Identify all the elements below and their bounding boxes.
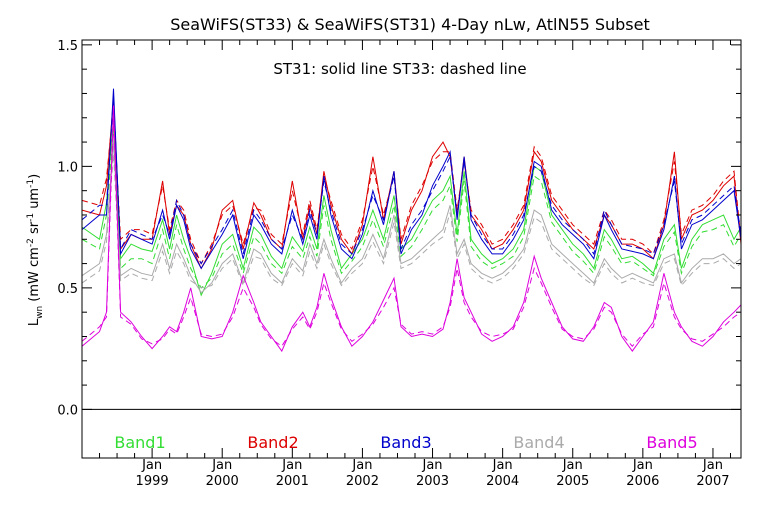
x-tick-month: Jan <box>351 458 372 473</box>
legend-band4: Band4 <box>513 433 564 452</box>
y-tick-label: 0.0 <box>57 403 78 418</box>
legend: Band1 Band2 Band3 Band4 Band5 <box>114 433 697 452</box>
x-tick-month: Jan <box>422 458 443 473</box>
band5-dashed-line <box>81 117 742 347</box>
y-axis-label: Lwn (mW cm-2 sr-1 um-1) <box>26 174 45 326</box>
band2-dashed-line <box>81 105 742 265</box>
x-tick-year: 2002 <box>346 474 379 489</box>
series-layer <box>81 88 742 353</box>
band3-dashed-line <box>81 98 742 265</box>
axes-layer: 0.00.51.01.5Jan1999Jan2000Jan2001Jan2002… <box>57 39 742 489</box>
x-tick-month: Jan <box>492 458 513 473</box>
legend-band5: Band5 <box>646 433 697 452</box>
x-tick-year: 2003 <box>416 474 449 489</box>
y-tick-label: 0.5 <box>57 282 78 297</box>
x-tick-year: 2004 <box>486 474 519 489</box>
x-tick-year: 2006 <box>626 474 659 489</box>
plot-frame <box>81 39 742 459</box>
x-tick-year: 1999 <box>136 474 169 489</box>
chart-subtitle: ST31: solid line ST33: dashed line <box>273 60 526 78</box>
x-tick-year: 2005 <box>556 474 589 489</box>
x-tick-year: 2007 <box>696 474 729 489</box>
x-tick-year: 2000 <box>206 474 239 489</box>
band5-solid-line <box>81 105 742 353</box>
x-tick-month: Jan <box>632 458 653 473</box>
y-tick-label: 1.5 <box>57 39 78 54</box>
x-tick-month: Jan <box>702 458 723 473</box>
band1-solid-line <box>81 117 742 297</box>
legend-band2: Band2 <box>247 433 298 452</box>
chart-title: SeaWiFS(ST33) & SeaWiFS(ST31) 4-Day nLw,… <box>170 15 650 34</box>
x-tick-month: Jan <box>211 458 232 473</box>
band1-dashed-line <box>81 129 742 289</box>
band4-dashed-line <box>81 154 742 289</box>
band2-solid-line <box>81 98 742 270</box>
x-tick-month: Jan <box>281 458 302 473</box>
legend-band1: Band1 <box>114 433 165 452</box>
x-tick-month: Jan <box>141 458 162 473</box>
x-tick-month: Jan <box>562 458 583 473</box>
x-tick-year: 2001 <box>276 474 309 489</box>
y-tick-label: 1.0 <box>57 160 78 175</box>
legend-band3: Band3 <box>380 433 431 452</box>
band4-solid-line <box>81 142 742 294</box>
band3-solid-line <box>81 88 742 270</box>
